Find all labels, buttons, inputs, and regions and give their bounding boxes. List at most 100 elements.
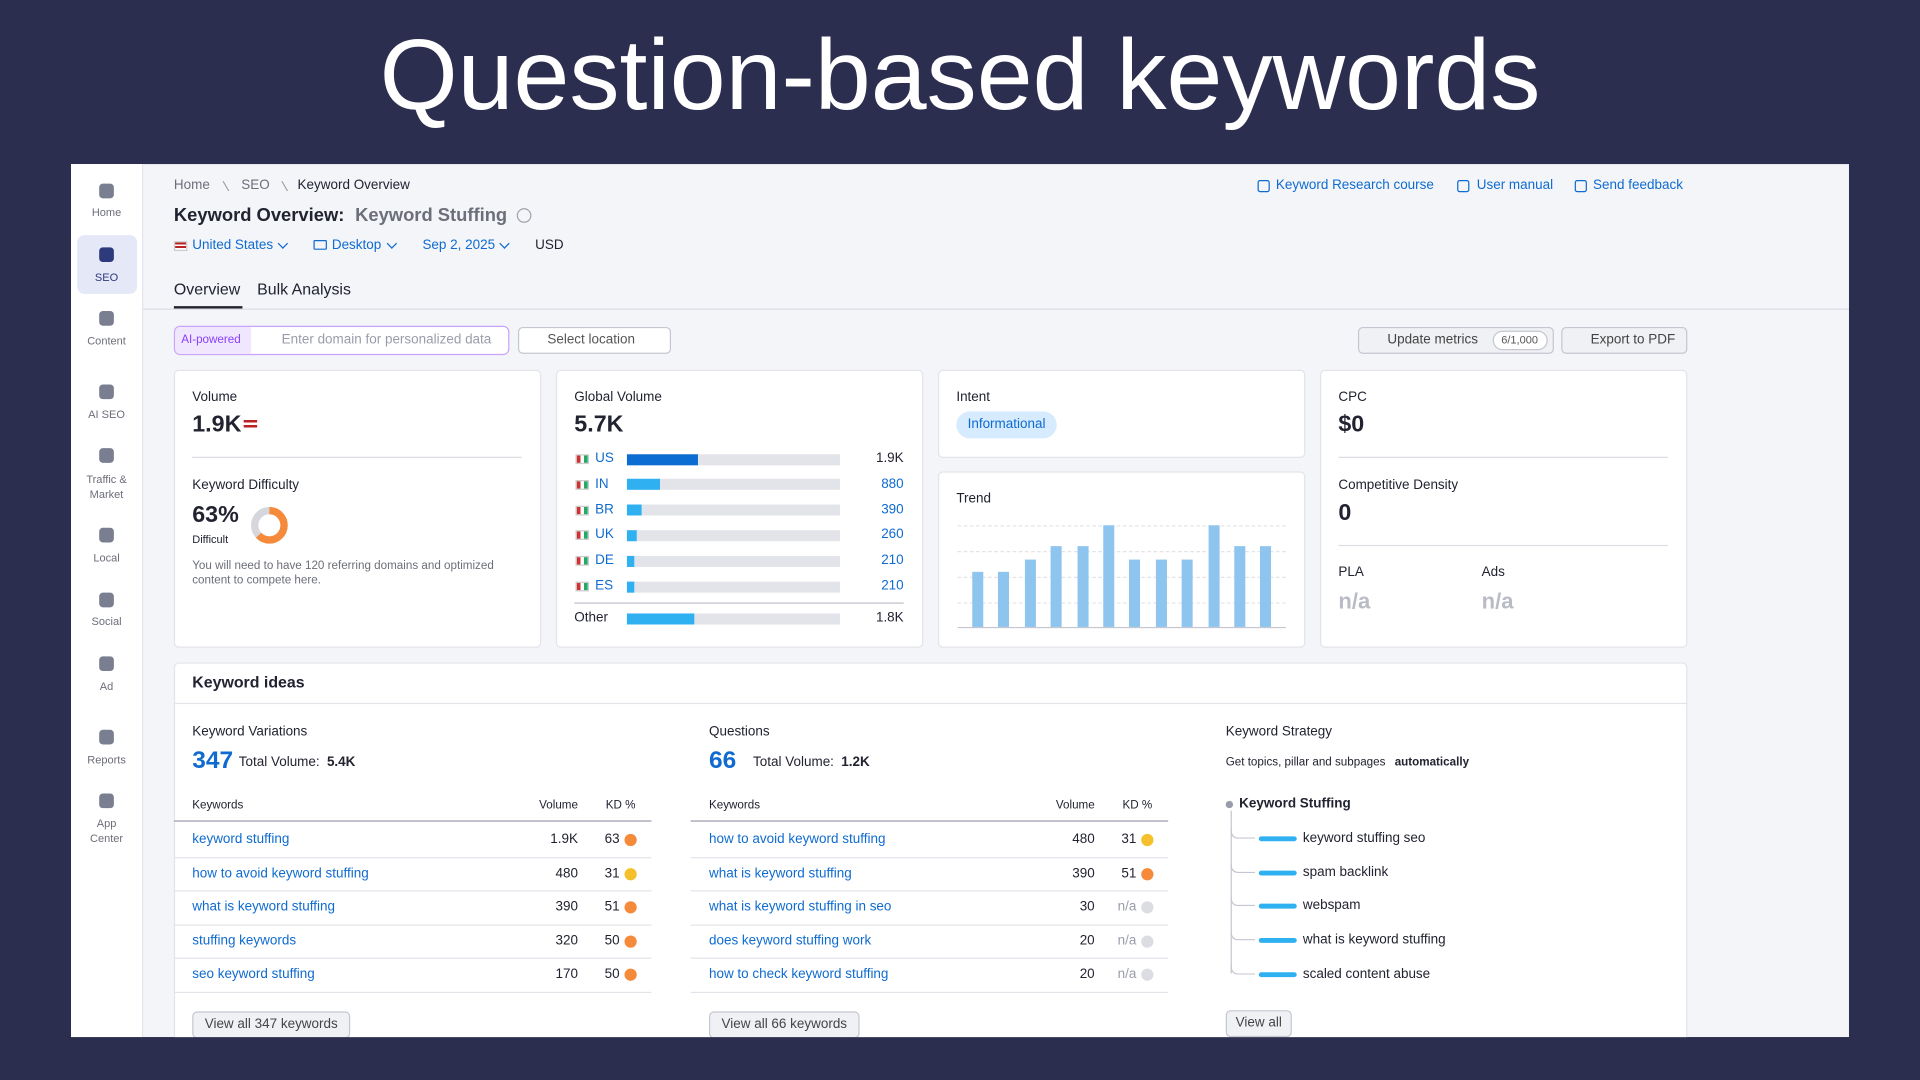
sidebar-icon[interactable] [99,311,114,326]
sidebar-icon[interactable] [99,592,114,608]
export-button[interactable] [1561,326,1688,354]
strategy-topic[interactable]: what is keyword stuffing [1302,932,1446,948]
sidebar-label[interactable]: Local [93,551,120,564]
flag [243,420,258,430]
country-code[interactable]: IN [595,476,609,492]
keyword-link[interactable]: how to avoid keyword stuffing [708,832,886,847]
row-line [173,991,652,993]
breadcrumb[interactable]: Home [173,178,210,193]
sidebar-icon[interactable] [99,729,114,745]
country-code: Other [574,610,608,626]
header-link[interactable]: Keyword Research course [1275,178,1434,193]
flag [575,505,589,516]
strategy-topic[interactable]: spam backlink [1302,864,1389,880]
divider [574,602,904,604]
country-filter[interactable]: United States [192,238,274,253]
sidebar-icon[interactable] [99,656,114,672]
country-code[interactable]: ES [595,578,614,594]
row-line [173,957,652,960]
view-all-label[interactable]: View all 347 keywords [204,1016,338,1032]
country-volume[interactable]: 260 [881,527,904,543]
sidebar-icon[interactable] [99,448,114,463]
sidebar-icon[interactable] [99,384,114,400]
keyword-link[interactable]: how to avoid keyword stuffing [192,865,369,881]
location-select[interactable] [517,326,672,354]
view-all-button[interactable] [708,1011,860,1039]
country-code[interactable]: DE [595,553,614,568]
sidebar-icon[interactable] [99,527,114,543]
header-link[interactable]: User manual [1476,178,1554,193]
sidebar-label[interactable]: Traffic & [86,473,127,486]
country-code[interactable]: US [595,451,614,466]
trend-grid [957,602,1286,604]
strategy-topic[interactable]: webspam [1302,898,1361,914]
sidebar-icon[interactable] [99,183,114,199]
country-volume[interactable]: 390 [881,502,904,517]
trend-bar [1181,559,1193,627]
strategy-topic[interactable]: keyword stuffing seo [1302,830,1426,846]
kd-dot [1141,833,1154,847]
keyword-kd: 50 [604,967,620,982]
sidebar-icon[interactable] [99,247,114,263]
country-code[interactable]: UK [595,527,614,543]
sidebar-label[interactable]: Social [91,615,122,628]
keyword-link[interactable]: seo keyword stuffing [192,967,315,982]
keyword-link[interactable]: how to check keyword stuffing [708,967,889,982]
keyword-volume: 20 [1079,933,1095,949]
location-select-label[interactable]: Select location [547,332,635,348]
column-header: Keywords [708,798,761,813]
keyword-link[interactable]: what is keyword stuffing [192,899,335,915]
view-all-label[interactable]: View all 66 keywords [721,1016,848,1032]
view-all-label[interactable]: View all [1235,1015,1282,1031]
country-volume[interactable]: 210 [881,553,904,568]
sidebar-label[interactable]: Center [89,832,124,845]
domain-input-placeholder[interactable]: Enter domain for personalized data [281,332,492,348]
metric-label: PLA [1338,565,1364,580]
keyword-link[interactable]: what is keyword stuffing [708,865,852,881]
keyword-count[interactable]: 347 [192,746,234,774]
sidebar-icon[interactable] [99,793,114,809]
header-link[interactable]: Send feedback [1593,178,1683,193]
strategy-root: Keyword Stuffing [1239,796,1351,812]
sidebar-label[interactable]: App [96,817,117,830]
keyword-kd: n/a [1117,967,1137,982]
keyword-volume: 30 [1079,899,1095,915]
keyword-link[interactable]: what is keyword stuffing in seo [708,899,892,915]
keyword-count[interactable]: 66 [708,746,737,774]
breadcrumb[interactable]: SEO [241,178,270,193]
sidebar-label[interactable]: Home [91,206,122,219]
volume-bar [626,612,695,624]
view-all-button[interactable] [192,1011,351,1039]
date-filter[interactable]: Sep 2, 2025 [422,238,496,253]
keyword-link[interactable]: does keyword stuffing work [708,933,872,949]
metric-label: CPC [1338,390,1367,405]
tab[interactable]: Overview [173,279,241,299]
keyword-link[interactable]: stuffing keywords [192,933,297,949]
view-all-button[interactable] [1225,1010,1292,1038]
section-title: Keyword ideas [192,672,305,692]
kd-dot [624,969,637,982]
topic-pill [1258,904,1297,910]
tab[interactable]: Bulk Analysis [257,279,351,299]
country-code[interactable]: BR [595,502,614,517]
volume-bar [626,530,637,542]
device-filter[interactable]: Desktop [331,238,382,253]
country-volume[interactable]: 210 [881,578,904,594]
metric-label: Keyword Difficulty [192,478,300,493]
sidebar-label[interactable]: Content [87,334,126,348]
export-label[interactable]: Export to PDF [1590,332,1676,348]
metric-label: Intent [956,390,991,405]
keyword-link[interactable]: keyword stuffing [192,832,290,847]
sidebar-label[interactable]: Market [89,487,124,501]
update-label[interactable]: Update metrics [1387,332,1478,348]
flag [173,241,188,252]
sidebar-label[interactable]: AI SEO [88,408,125,421]
topic-pill [1258,870,1297,876]
sidebar-label[interactable]: Reports [87,753,126,766]
sidebar-label[interactable]: Ad [99,680,114,693]
country-volume[interactable]: 880 [881,476,904,492]
sidebar-label[interactable]: SEO [94,271,119,284]
panel-bottom-cover [0,1037,1920,1080]
strategy-topic[interactable]: scaled content abuse [1302,966,1431,982]
